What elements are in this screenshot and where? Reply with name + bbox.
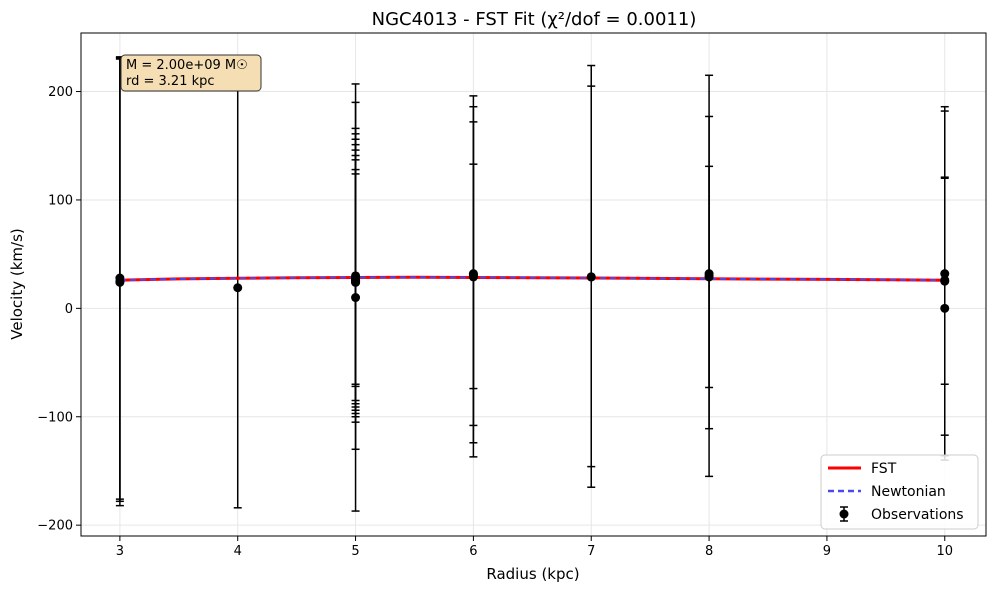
fit-parameters-box: M = 2.00e+09 M☉ rd = 3.21 kpc	[120, 54, 262, 92]
x-tick-label: 10	[936, 544, 953, 559]
chart-title: NGC4013 - FST Fit (χ²/dof = 0.0011)	[372, 9, 697, 30]
legend: FST Newtonian Observations	[820, 454, 979, 530]
y-tick-label: 100	[48, 193, 73, 208]
observation-point	[115, 277, 125, 287]
observation-point	[940, 276, 950, 286]
annotation-mass: M = 2.00e+09 M☉	[126, 58, 248, 73]
observation-point	[704, 272, 714, 282]
x-tick-label: 6	[469, 544, 477, 559]
y-tick-label: −100	[37, 410, 73, 425]
observation-points	[115, 269, 950, 313]
x-axis-label: Radius (kpc)	[486, 565, 579, 583]
x-tick-label: 7	[587, 544, 595, 559]
y-tick-label: −200	[37, 519, 73, 534]
x-tick-label: 9	[823, 544, 831, 559]
errorbars	[115, 56, 949, 512]
legend-frame	[820, 454, 979, 530]
legend-label-observations: Observations	[871, 507, 964, 523]
legend-label-newtonian: Newtonian	[871, 484, 946, 500]
annotation-rd: rd = 3.21 kpc	[126, 74, 215, 89]
legend-swatch-observations	[839, 506, 849, 522]
fit-lines	[119, 275, 945, 282]
y-tick-label: 0	[65, 302, 73, 317]
y-tick-label: 200	[48, 85, 73, 100]
observation-point	[468, 272, 478, 282]
axis-ticks: 3 4 5 6 7 8 9 10 −200 −100 0 100 200	[37, 85, 953, 559]
x-tick-label: 3	[116, 544, 124, 559]
observation-point	[351, 293, 361, 303]
observation-point	[586, 272, 596, 282]
plot-frame	[80, 32, 987, 537]
x-tick-label: 5	[351, 544, 359, 559]
y-axis-label: Velocity (km/s)	[8, 228, 26, 339]
observation-point	[351, 277, 361, 287]
observation-point	[940, 303, 950, 313]
newtonian-line	[119, 276, 945, 282]
x-tick-label: 8	[705, 544, 713, 559]
observation-point	[940, 269, 950, 279]
fit-parameters-background	[120, 54, 262, 92]
x-tick-label: 4	[234, 544, 242, 559]
observation-point	[233, 283, 243, 293]
legend-label-fst: FST	[871, 461, 897, 477]
